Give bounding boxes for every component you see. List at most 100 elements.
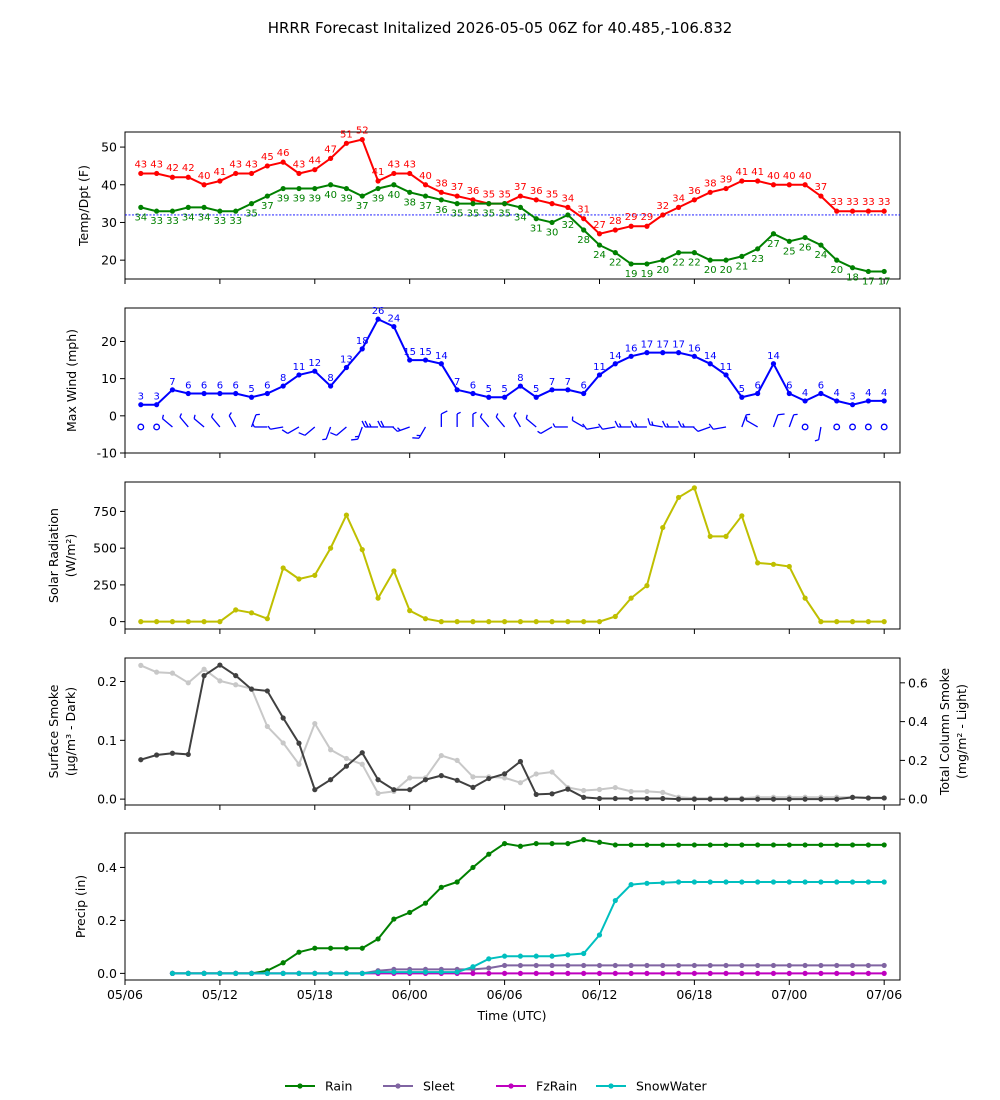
sleet-series-point (691, 962, 697, 969)
surface-smoke-series-point (660, 795, 666, 802)
wind-barb-half (745, 416, 748, 421)
snowwater-series-point (581, 950, 587, 957)
solar-series-point (312, 572, 318, 578)
fzrain-series-point (501, 970, 508, 976)
fzrain-series-point (565, 970, 571, 976)
wind-barb (677, 420, 695, 428)
wind-barb (161, 414, 173, 428)
column-smoke-series-point (517, 780, 524, 786)
wind-data-label: 5 (533, 384, 539, 395)
rain-series-point (328, 945, 334, 951)
solar-series-point (264, 616, 270, 622)
dewpoint-data-label: 17 (878, 276, 891, 287)
solar-series-point (707, 533, 713, 539)
surface-smoke-series-point (612, 795, 618, 802)
temp-data-label: 40 (783, 171, 796, 182)
wind-barb-staff (572, 419, 584, 428)
wind-barb (298, 426, 316, 436)
wind-barb-half (354, 435, 359, 438)
fzrain-series-point (849, 970, 856, 976)
smoke-y2-axis-label-line: (mg/m² - Light) (954, 684, 969, 779)
wind-barb-flag (630, 420, 635, 428)
snowwater-series-point (660, 880, 666, 886)
panel-frame (124, 131, 901, 280)
wind-data-label: 4 (834, 388, 840, 399)
wind-barb-half (552, 423, 556, 428)
wind-barb-flag (364, 420, 369, 428)
temp-data-label: 32 (656, 201, 669, 212)
snowwater-series-point (454, 969, 460, 975)
wind-barb-staff (479, 416, 490, 428)
temp-y-axis-label: Temp/Dpt (F) (76, 165, 91, 247)
temp-series-point (233, 170, 239, 177)
wind-barb (250, 413, 260, 428)
snowwater-series-point (470, 964, 476, 970)
column-smoke-series-point (296, 761, 302, 767)
dewpoint-data-label: 27 (767, 239, 780, 250)
wind-data-label: 11 (593, 362, 606, 373)
temp-series-point (454, 193, 460, 199)
column-smoke-series-point (375, 790, 381, 796)
fzrain-series-point (818, 970, 824, 976)
wind-barb-staff (211, 416, 221, 428)
legend-item: Sleet (383, 1079, 455, 1094)
temp-data-label: 34 (561, 193, 574, 204)
snowwater-series-point (849, 879, 856, 885)
surface-smoke-series-point (422, 777, 429, 783)
rain-series-point (359, 945, 365, 951)
wind-series-point (138, 402, 144, 408)
temp-series-point (533, 197, 539, 203)
wind-series-point (359, 346, 365, 352)
column-smoke-series-point (185, 680, 191, 686)
temp-series-point (375, 178, 381, 184)
wind-data-label: 17 (656, 340, 669, 351)
temp-data-label: 39 (720, 175, 733, 186)
solar-series-point (470, 619, 476, 625)
column-smoke-series-point (533, 771, 539, 777)
solar-series-point (802, 595, 808, 601)
temp-data-label: 41 (735, 167, 748, 178)
x-tick-label: 06/00 (392, 987, 428, 1002)
wind-barb (322, 426, 332, 441)
wind-data-label: 7 (454, 377, 460, 388)
snowwater-series-point (596, 932, 603, 938)
wind-barb (647, 418, 663, 428)
wind-barb-staff (357, 426, 363, 440)
solar-series-point (628, 595, 634, 601)
temp-series-point (881, 208, 887, 214)
wind-barb-half (793, 413, 798, 416)
snowwater-series-point (169, 970, 176, 976)
dewpoint-series-point (312, 185, 318, 192)
smoke-panel: 0.0 0.1 0.2 0.0 0.2 0.4 0.6 Surface Smoke (μg/m³… (46, 657, 969, 810)
column-smoke-series-point (280, 740, 286, 746)
wind-data-label: 8 (517, 373, 523, 384)
temp-series-point (248, 170, 255, 177)
wind-barb-calm (880, 423, 888, 431)
wind-barb-flag (330, 432, 337, 436)
solar-y-axis-label-line: (W/m²) (63, 534, 78, 578)
dewpoint-series-point (881, 268, 887, 275)
snowwater-series-point (359, 970, 365, 976)
sleet-series-point (581, 962, 587, 969)
snowwater-series-point (217, 970, 223, 976)
dewpoint-series-point (770, 231, 777, 237)
wind-data-label: 17 (641, 340, 654, 351)
sleet-series-point (802, 962, 808, 969)
temp-data-label: 28 (609, 216, 622, 227)
dewpoint-data-label: 40 (324, 190, 337, 201)
wind-barb-calm (864, 423, 872, 431)
wind-data-label: 7 (549, 377, 555, 388)
rain-series-point (865, 842, 871, 848)
y-tick-label: 0.2 (97, 913, 117, 928)
y2-tick-label: 0.2 (908, 753, 928, 768)
snowwater-series-point (644, 880, 650, 886)
temp-data-label: 33 (878, 197, 891, 208)
wind-barb (788, 413, 798, 428)
snowwater-series-point (707, 879, 713, 885)
dewpoint-series-point (533, 216, 539, 222)
column-smoke-series-point (217, 678, 223, 684)
wind-data-label: 13 (340, 354, 353, 365)
sleet-series-point (628, 962, 634, 969)
snowwater-series-point (407, 969, 413, 975)
